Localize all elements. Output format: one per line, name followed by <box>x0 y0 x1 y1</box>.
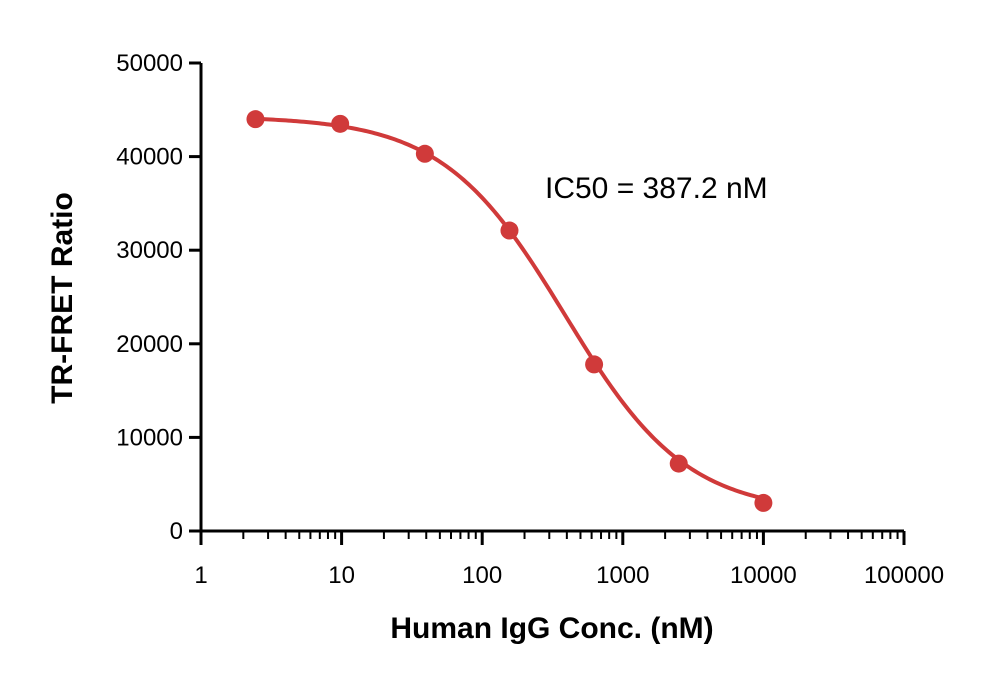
data-point <box>669 454 688 473</box>
data-points <box>246 110 773 512</box>
x-tick-label: 1000 <box>596 562 649 589</box>
data-point <box>585 355 604 374</box>
y-tick-label: 50000 <box>116 50 183 77</box>
y-tick-label: 30000 <box>116 237 183 264</box>
axes <box>199 63 904 533</box>
x-tick-label: 10000 <box>730 562 797 589</box>
data-point <box>754 493 773 512</box>
ic50-annotation: IC50 = 387.2 nM <box>545 172 768 205</box>
ticks: 0 10000 20000 30000 40000 50000 1 10 100 1000 1000… <box>116 50 944 589</box>
data-point <box>500 221 519 240</box>
y-tick-label: 10000 <box>116 424 183 451</box>
x-tick-label: 100 <box>462 562 502 589</box>
y-tick-label: 20000 <box>116 331 183 358</box>
data-point <box>246 110 265 129</box>
x-tick-label: 1 <box>194 562 207 589</box>
x-tick-label: 10 <box>328 562 355 589</box>
y-axis-title: TR-FRET Ratio <box>46 192 79 404</box>
x-axis-title: Human IgG Conc. (nM) <box>390 612 713 645</box>
x-tick-label: 100000 <box>864 562 944 589</box>
y-tick-label: 0 <box>170 518 183 545</box>
y-tick-label: 40000 <box>116 144 183 171</box>
data-point <box>331 114 350 133</box>
data-point <box>415 144 434 163</box>
